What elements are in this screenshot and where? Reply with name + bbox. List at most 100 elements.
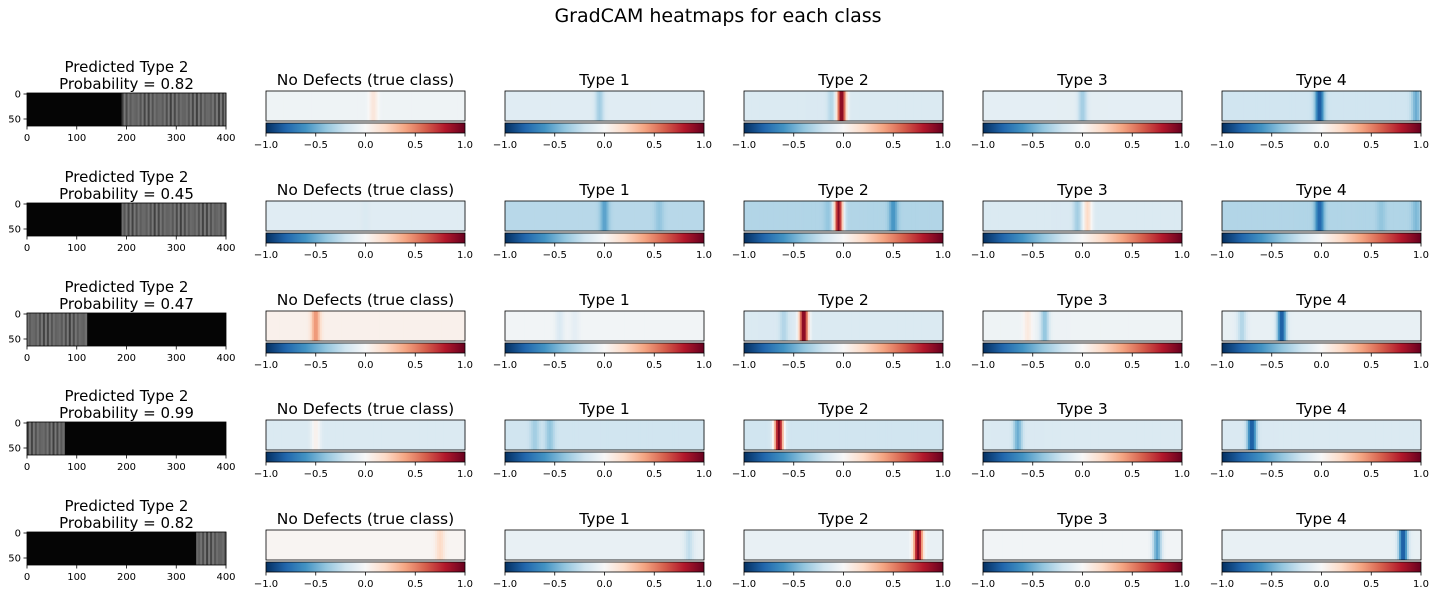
heatmap-cell (375, 530, 379, 560)
heatmap-cell (690, 530, 693, 560)
heatmap-cell (1062, 91, 1066, 121)
heatmap-cell (305, 311, 309, 341)
heatmap-cell (931, 530, 934, 560)
heatmap-cell (1106, 201, 1109, 231)
heatmap-cell (915, 420, 918, 450)
heatmap-cell (361, 91, 365, 121)
heatmap-cell (610, 91, 614, 121)
colorbar-tick-label: −1.0 (1210, 250, 1234, 261)
heatmap-cell (1227, 530, 1231, 560)
heatmap-cell (1114, 420, 1117, 450)
heatmap-cell (582, 91, 586, 121)
heatmap-cell (1070, 420, 1074, 450)
heatmap-cell (1050, 420, 1054, 450)
heatmap-cell (692, 530, 695, 560)
colorbar-tick-label: −1.0 (254, 140, 278, 151)
heatmap-frame (1221, 419, 1422, 451)
heatmap-cell (433, 311, 436, 341)
image-texture (211, 93, 215, 126)
heatmap-cell (638, 420, 641, 450)
heatmap-cell (656, 91, 659, 121)
heatmap-cell (1112, 530, 1115, 560)
heatmap-cell (1231, 201, 1235, 231)
heatmap-cell (1355, 311, 1358, 341)
heatmap-cell (1393, 530, 1396, 560)
heatmap-cell (1040, 530, 1044, 560)
heatmap-cell (548, 201, 552, 231)
heatmap-cell (505, 420, 508, 450)
image-texture (32, 422, 36, 455)
heatmap-cell (1166, 420, 1169, 450)
heatmap-cell (769, 530, 773, 560)
heatmap-cell (331, 530, 335, 560)
heatmap-cell (823, 530, 827, 560)
heatmap-cell (901, 530, 904, 560)
heatmap-cell (646, 530, 649, 560)
heatmap-cell (1002, 201, 1006, 231)
heatmap-cell (857, 91, 861, 121)
heatmap-cell (317, 91, 321, 121)
heatmap-cell (632, 420, 635, 450)
heatmap-cell (988, 201, 992, 231)
heatmap-cell (435, 91, 438, 121)
heatmap-cell (1000, 311, 1004, 341)
colorbar (982, 451, 1183, 463)
colorbar (265, 451, 466, 463)
heatmap-cell (349, 201, 353, 231)
heatmap-cell (506, 311, 510, 341)
heatmap-cell (799, 201, 803, 231)
heatmap-cell (688, 420, 691, 450)
heatmap-cell (1321, 420, 1325, 450)
heatmap-cell (1333, 201, 1337, 231)
heatmap-cell (1152, 420, 1155, 450)
heatmap-cell (1405, 201, 1408, 231)
heatmap-title: No Defects (true class) (277, 291, 454, 309)
heatmap-cell (851, 91, 855, 121)
heatmap-cell (1325, 311, 1329, 341)
heatmap-cell (1339, 311, 1342, 341)
colorbar-tick-label: 0.0 (1075, 579, 1091, 590)
heatmap-cell (363, 91, 367, 121)
colorbar-tick-label: 1.0 (935, 140, 951, 151)
heatmap-cell (1283, 91, 1287, 121)
heatmap-cell (315, 201, 319, 231)
heatmap-cell (690, 91, 693, 121)
heatmap-cell (1241, 530, 1245, 560)
heatmap-cell (849, 201, 853, 231)
image-xtick-label: 100 (67, 353, 86, 364)
heatmap-cell (1231, 91, 1235, 121)
heatmap-cell (608, 91, 612, 121)
heatmap-cell (510, 530, 514, 560)
heatmap-cell (1369, 201, 1372, 231)
colorbar-tick-label: 0.0 (597, 140, 613, 151)
heatmap-cell (303, 201, 307, 231)
heatmap-cell (299, 530, 303, 560)
heatmap-cell (1112, 420, 1115, 450)
heatmap-cell (1176, 91, 1179, 121)
heatmap-cell (1024, 91, 1028, 121)
heatmap-cell (827, 420, 831, 450)
heatmap-cell (807, 420, 811, 450)
heatmap-cell (815, 201, 819, 231)
heatmap-cell (1024, 311, 1028, 341)
heatmap-cell (1401, 201, 1404, 231)
heatmap-cell (1130, 91, 1133, 121)
colorbar-tick-label: 0.5 (1124, 140, 1140, 151)
heatmap-cell (1018, 91, 1022, 121)
heatmap-cell (415, 420, 418, 450)
heatmap-cell (1152, 201, 1155, 231)
heatmap-cell (646, 420, 649, 450)
heatmap-frame (982, 200, 1183, 232)
heatmap-cell (447, 201, 450, 231)
image-texture (195, 203, 199, 236)
heatmap-cell (674, 530, 677, 560)
heatmap-cell (1371, 530, 1374, 560)
heatmap-cell (1367, 201, 1370, 231)
heatmap-cell (266, 420, 269, 450)
heatmap-cell (1150, 91, 1153, 121)
image-texture (68, 313, 72, 346)
image-texture (183, 93, 187, 126)
heatmap-cell (379, 201, 383, 231)
heatmap-cell (919, 420, 922, 450)
heatmap-cell (684, 201, 687, 231)
